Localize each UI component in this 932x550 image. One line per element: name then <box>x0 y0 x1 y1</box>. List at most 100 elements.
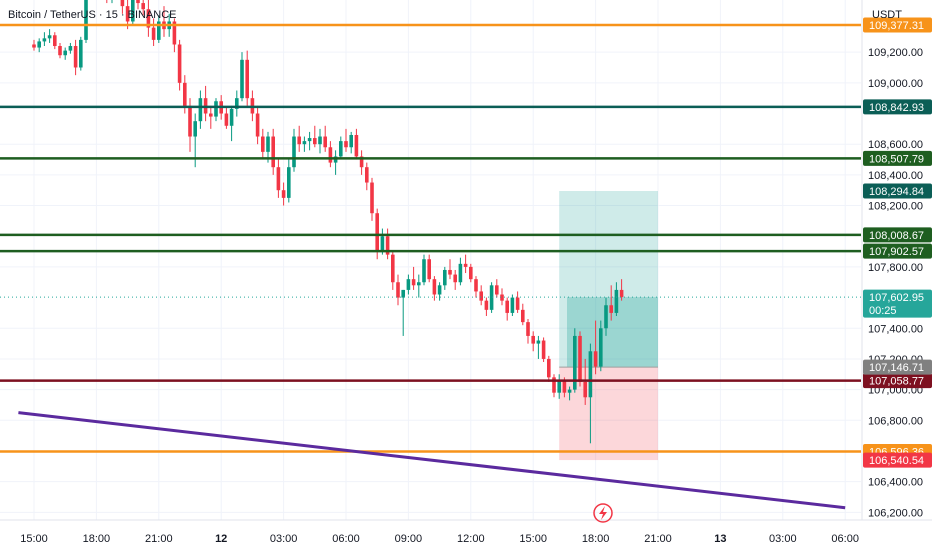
candle-body <box>328 147 333 163</box>
time-tick-label: 12:00 <box>457 533 485 545</box>
time-tick-label: 03:00 <box>769 533 797 545</box>
candle-body <box>619 289 624 298</box>
candle-body <box>37 41 41 48</box>
candle-body <box>489 285 494 310</box>
price-badge-label: 108,294.84 <box>869 186 924 198</box>
candle-body <box>599 328 603 367</box>
candle-body <box>188 105 192 137</box>
horizontal-levels[interactable] <box>0 23 861 453</box>
price-tick-label: 108,600.00 <box>868 139 923 151</box>
candle-body <box>313 138 317 145</box>
candle-body <box>235 98 239 109</box>
candle-body <box>47 35 52 39</box>
lightning-icon[interactable] <box>593 503 613 523</box>
price-badge-label: 107,146.71 <box>869 362 924 374</box>
time-tick-label: 12 <box>215 533 227 545</box>
candle-body <box>245 59 249 99</box>
time-tick-label: 03:00 <box>270 533 298 545</box>
long-position-tool[interactable] <box>559 190 658 461</box>
candle-body <box>458 263 463 283</box>
candle-body <box>42 38 47 42</box>
candle-body <box>463 263 468 267</box>
candle-body <box>552 377 556 393</box>
candle-body <box>136 0 140 4</box>
trend-line[interactable] <box>18 411 846 510</box>
candle-body <box>609 305 613 313</box>
candle-body <box>276 167 281 191</box>
candle-body <box>375 213 379 252</box>
level-badge-bg <box>863 17 932 33</box>
price-tick-label: 106,800.00 <box>868 415 923 427</box>
chart-title: Bitcoin / TetherUS · 15 · BINANCE <box>8 9 177 21</box>
currency-label[interactable]: USDT <box>872 9 902 21</box>
candle-body <box>443 269 447 286</box>
candle-body <box>422 259 426 283</box>
candle-body <box>588 351 593 398</box>
current-price-badge-countdown: 00:25 <box>869 305 897 317</box>
candle-body <box>307 138 312 142</box>
current-price-badge-label: 107,602.95 <box>869 292 924 304</box>
candle-body <box>474 279 478 292</box>
candle-body <box>172 21 177 45</box>
grid-lines <box>0 0 861 520</box>
price-tick-label: 109,200.00 <box>868 47 923 59</box>
price-tick-label: 107,400.00 <box>868 323 923 335</box>
candle-body <box>437 285 442 295</box>
candle-body <box>125 6 130 22</box>
candle-body <box>500 294 504 301</box>
candle-body <box>157 21 161 40</box>
candle-body <box>495 285 499 295</box>
candle-body <box>255 113 260 137</box>
candle-body <box>151 27 156 40</box>
level-badge-label: 108,008.67 <box>869 230 924 242</box>
candle-body <box>183 82 187 106</box>
candle-body <box>271 136 275 168</box>
level-badge-bg <box>863 150 932 166</box>
candle-body <box>391 254 395 283</box>
candle-body <box>604 305 608 329</box>
candle-body <box>84 0 88 40</box>
candle-body <box>339 141 343 157</box>
candle-body <box>380 236 385 252</box>
candle-body <box>479 291 483 301</box>
candle-body <box>573 335 577 390</box>
candle-body <box>209 113 213 117</box>
price-badge-bg <box>863 183 932 199</box>
candle-body <box>453 274 457 283</box>
candle-body <box>224 113 229 126</box>
candle-body <box>193 121 197 137</box>
candle-body <box>385 236 390 255</box>
candle-body <box>505 300 509 313</box>
candle-body <box>349 134 353 148</box>
candle-body <box>401 289 405 298</box>
level-badge-bg <box>863 373 932 389</box>
candle-body <box>354 134 359 157</box>
candle-body <box>63 50 67 56</box>
candle-body <box>141 3 145 10</box>
price-tick-label: 106,400.00 <box>868 477 923 489</box>
candle-body <box>240 59 244 99</box>
candle-body <box>318 136 322 145</box>
time-tick-label: 15:00 <box>519 533 547 545</box>
candle-body <box>521 309 525 323</box>
candle-body <box>469 266 473 280</box>
candle-body <box>593 351 598 367</box>
price-badge-bg <box>863 359 932 375</box>
candle-body <box>79 39 83 68</box>
candle-body <box>344 141 348 148</box>
price-tick-label: 107,800.00 <box>868 262 923 274</box>
candle-body <box>120 0 125 7</box>
candle-body <box>292 136 296 168</box>
time-axis[interactable]: 15:00 18:00 21:00 12 03:00 06:00 09:00 12:00 15:… <box>20 533 859 545</box>
candle-body <box>541 340 546 359</box>
price-badge-label: 106,540.54 <box>869 455 924 467</box>
candle-body <box>484 300 489 310</box>
level-badge-bg <box>863 243 932 259</box>
time-tick-label: 21:00 <box>145 533 173 545</box>
candle-body <box>547 358 551 378</box>
level-badge-bg <box>863 227 932 243</box>
candle-body <box>177 44 182 83</box>
trend-line-segment[interactable] <box>18 411 846 510</box>
candle-body <box>68 46 73 51</box>
